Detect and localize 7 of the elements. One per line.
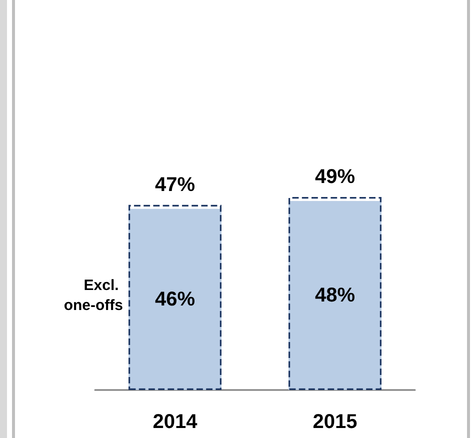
data-label: 47%	[154, 174, 196, 196]
data-label: 46%	[154, 288, 196, 310]
data-label: 49%	[314, 166, 356, 188]
series-label: Excl. one-offs	[64, 276, 123, 314]
x-tick-label: 2014	[152, 411, 198, 433]
x-tick-label: 2015	[312, 411, 358, 433]
data-label: 48%	[314, 284, 356, 306]
